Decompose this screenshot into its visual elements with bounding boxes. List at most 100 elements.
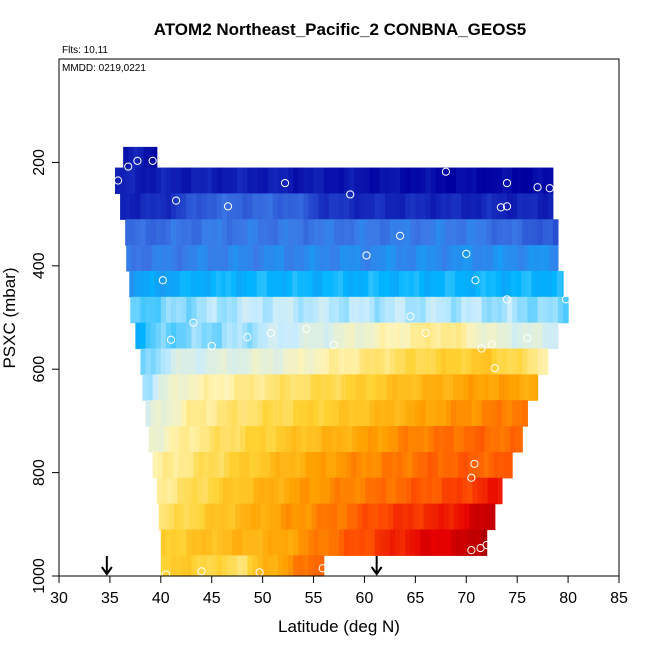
y-tick-label: 200 [31, 149, 48, 176]
heatmap-cell [245, 503, 252, 531]
date-note: MMDD: 0219,0221 [62, 63, 146, 74]
heatmap-cell [321, 426, 328, 453]
heatmap-cell [325, 451, 332, 479]
heatmap-cell [402, 374, 408, 401]
heatmap-cell [262, 193, 269, 220]
heatmap-cell [347, 426, 353, 453]
heatmap-cell [216, 193, 223, 220]
y-tick-label: 1000 [31, 558, 48, 594]
heatmap-cell [365, 477, 372, 505]
observation-marker [502, 295, 512, 304]
heatmap-cell [339, 219, 345, 246]
heatmap-cell [247, 555, 254, 577]
heatmap-cell [512, 400, 518, 427]
heatmap-cell [379, 529, 386, 556]
heatmap-cell [268, 477, 275, 505]
heatmap-cell [517, 322, 523, 350]
heatmap-cell [392, 426, 399, 453]
heatmap-cell [171, 348, 177, 375]
heatmap-cell [334, 477, 341, 505]
heatmap-cell [300, 451, 306, 479]
heatmap-cell [303, 219, 310, 246]
heatmap-cell [221, 167, 228, 195]
heatmap-cell [272, 167, 279, 195]
heatmap-cell [211, 219, 218, 246]
heatmap-cell [145, 219, 152, 246]
heatmap-cell [422, 451, 429, 479]
heatmap-cell [532, 219, 539, 246]
heatmap-cell [287, 270, 293, 298]
y-axis: 200 400 600 800 1000 [31, 149, 60, 594]
heatmap-cell [293, 348, 299, 375]
heatmap-cell [291, 426, 297, 453]
heatmap-cell [415, 348, 422, 375]
heatmap-cell [443, 426, 450, 453]
heatmap-cell [364, 167, 371, 195]
heatmap-cell [456, 219, 462, 246]
heatmap-cell [354, 167, 360, 195]
heatmap-cell [254, 374, 261, 401]
heatmap-cell [484, 426, 491, 453]
heatmap-cell [374, 400, 381, 427]
heatmap-cell [491, 296, 498, 324]
heatmap-cell [537, 296, 544, 324]
heatmap-cell [389, 219, 396, 246]
heatmap-cell [212, 477, 219, 505]
heatmap-cell [259, 374, 266, 401]
heatmap-cell [230, 426, 236, 453]
heatmap-cell [529, 374, 536, 401]
heatmap-cell [318, 193, 325, 220]
heatmap-cell [422, 374, 429, 401]
heatmap-cell [318, 322, 325, 350]
heatmap-cell [181, 555, 187, 577]
heatmap-cell [272, 555, 279, 577]
heatmap-cell [503, 451, 510, 479]
heatmap-cell [223, 374, 230, 401]
observation-marker [470, 459, 479, 468]
heatmap-cell [413, 426, 420, 453]
heatmap-cell [340, 477, 346, 505]
heatmap-cell [206, 555, 213, 577]
heatmap-cell [354, 193, 360, 220]
heatmap-cell [347, 503, 353, 531]
heatmap-cell [384, 193, 391, 220]
heatmap-cell [150, 400, 157, 427]
heatmap-cell [250, 426, 257, 453]
heatmap-cell [400, 322, 406, 350]
heatmap-cell [478, 451, 485, 479]
heatmap-cell [283, 296, 289, 324]
heatmap-cell [379, 167, 386, 195]
heatmap-cell [405, 219, 411, 246]
heatmap-cell [292, 270, 298, 298]
heatmap-cell [216, 400, 223, 427]
heatmap-cell [491, 167, 498, 195]
heatmap-cell [457, 477, 463, 505]
heatmap-cell [210, 270, 217, 298]
heatmap-cell [154, 270, 161, 298]
heatmap-cell [234, 451, 240, 479]
heatmap-cell [242, 555, 248, 577]
heatmap-cell [136, 245, 143, 272]
heatmap-cell [379, 400, 386, 427]
heatmap-cell [348, 270, 354, 298]
heatmap-cell [443, 503, 450, 531]
heatmap-cell [221, 555, 228, 577]
heatmap-cell [395, 167, 401, 195]
heatmap-cell [448, 503, 455, 531]
heatmap-cell [522, 193, 528, 220]
heatmap-cell [504, 426, 511, 453]
heatmap-cell [405, 167, 411, 195]
heatmap-cell [165, 322, 172, 350]
heatmap-cell [354, 296, 360, 324]
heatmap-cell [152, 451, 159, 479]
heatmap-cell [311, 426, 318, 453]
heatmap-cell [218, 451, 225, 479]
heatmap-cell [452, 245, 458, 272]
heatmap-cell [344, 296, 350, 324]
heatmap-cell [237, 193, 243, 220]
heatmap-cell [543, 245, 550, 272]
latitude-arrow [370, 556, 383, 576]
heatmap-cell [417, 374, 424, 401]
heatmap-cell [532, 348, 539, 375]
heatmap-cell [224, 426, 231, 453]
